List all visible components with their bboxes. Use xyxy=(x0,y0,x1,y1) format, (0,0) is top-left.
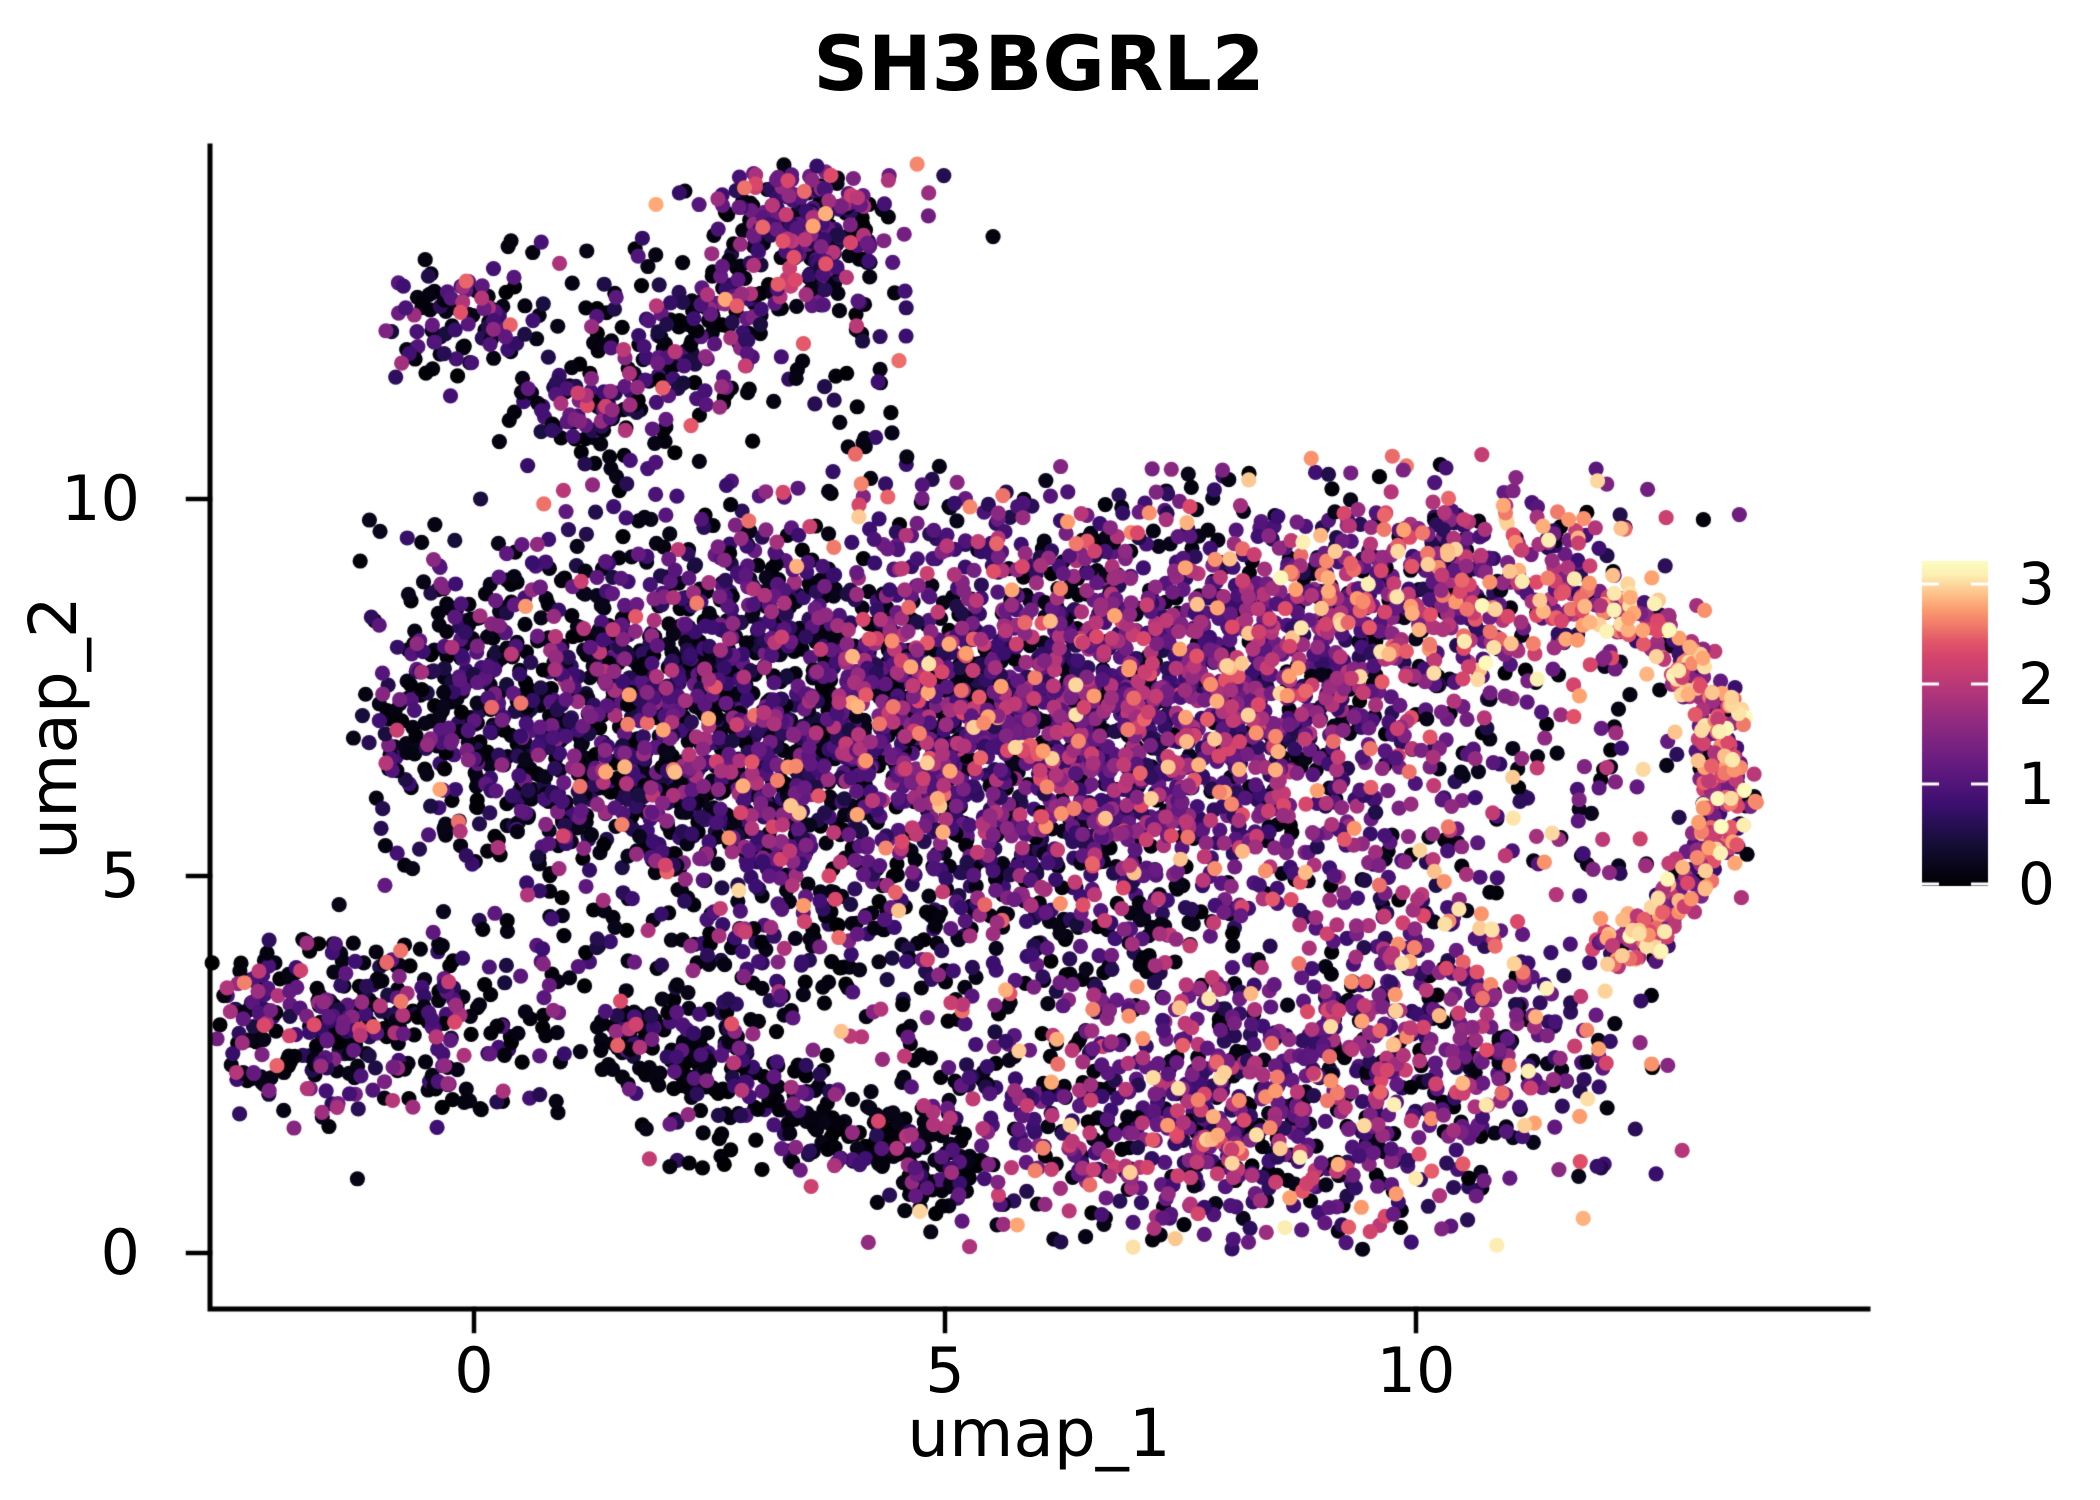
y-tick-label-5: 5 xyxy=(100,839,140,912)
y-tick-label-0: 0 xyxy=(100,1216,140,1289)
colorbar-tick-label-1: 1 xyxy=(2018,750,2055,818)
y-tick-label-10: 10 xyxy=(61,462,140,535)
x-axis-title: umap_1 xyxy=(907,1395,1171,1472)
y-axis-title: umap_2 xyxy=(15,595,92,860)
x-tick-label-0: 0 xyxy=(454,1334,494,1407)
x-tick-label-5: 5 xyxy=(925,1334,965,1407)
colorbar-tick-label-2: 2 xyxy=(2018,650,2055,718)
plot-title: SH3BGRL2 xyxy=(813,19,1265,108)
colorbar-tick-label-0: 0 xyxy=(2018,850,2055,918)
x-tick-label-10: 10 xyxy=(1376,1334,1456,1407)
colorbar-tick-label-3: 3 xyxy=(2018,550,2055,618)
